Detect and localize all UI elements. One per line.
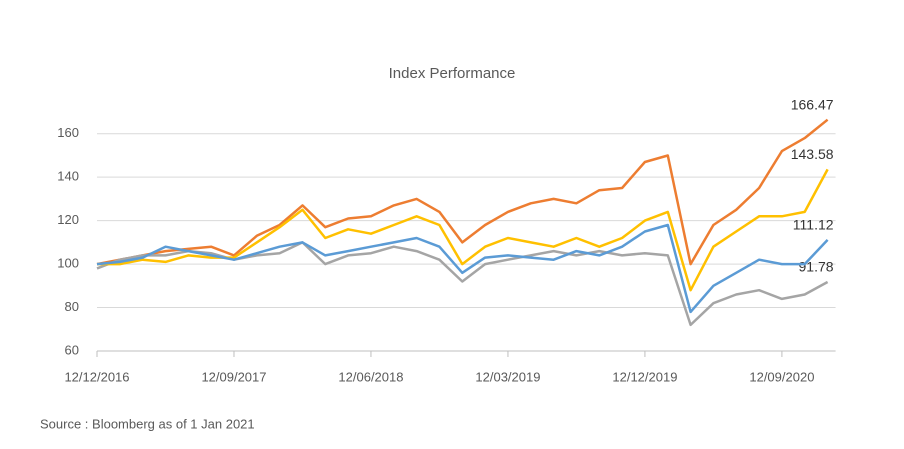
x-tick-label: 12/06/2018 [338, 369, 403, 384]
series-line [96, 118, 829, 266]
series-line [96, 223, 829, 314]
end-value-label: 91.78 [799, 259, 834, 275]
y-tick-label: 160 [57, 125, 79, 140]
y-tick-label: 80 [65, 299, 79, 314]
source-note: Source : Bloomberg as of 1 Jan 2021 [40, 416, 255, 431]
x-tick-label: 12/09/2020 [749, 369, 814, 384]
y-tick-label: 140 [57, 169, 79, 184]
y-tick-label: 100 [57, 256, 79, 271]
x-tick-label: 12/03/2019 [475, 369, 540, 384]
chart-title: Index Performance [389, 65, 516, 82]
y-tick-label: 60 [65, 342, 79, 357]
end-value-label: 143.58 [791, 146, 834, 162]
series-line [96, 241, 829, 327]
x-tick-label: 12/09/2017 [201, 369, 266, 384]
y-tick-label: 120 [57, 212, 79, 227]
end-value-label: 166.47 [791, 96, 834, 112]
x-tick-label: 12/12/2016 [64, 369, 129, 384]
x-tick-label: 12/12/2019 [612, 369, 677, 384]
end-value-label: 111.12 [793, 217, 834, 233]
